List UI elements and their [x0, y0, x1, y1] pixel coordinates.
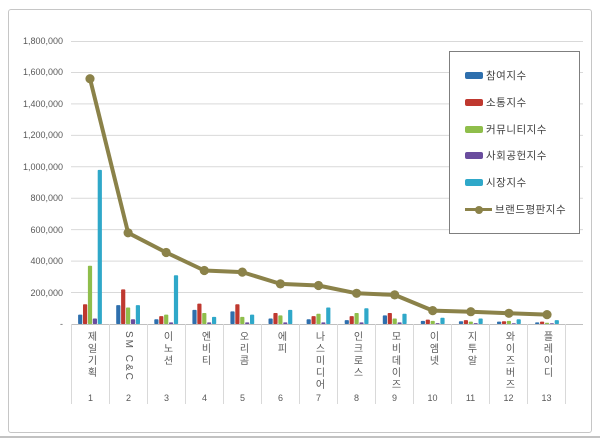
y-axis: - 200,000 400,000 600,000 800,000 1,000,000 1,…: [9, 36, 63, 331]
category-rank: 8: [353, 393, 359, 403]
category-rank: 9: [391, 393, 397, 403]
market-swatch-icon: [465, 179, 483, 187]
category-cell: 나스미디어 7: [299, 324, 337, 404]
category-label: 이엠넷: [427, 331, 438, 367]
category-label: 인크로스: [351, 331, 362, 379]
legend-item-communication: 소통지수: [465, 95, 579, 110]
category-cell: 이엠넷 10: [413, 324, 451, 404]
category-label: 지투알: [465, 331, 476, 367]
category-label: 플레이디: [541, 331, 552, 379]
category-rank: 3: [163, 393, 169, 403]
y-tick-label: 600,000: [30, 224, 63, 235]
legend-item-social: 사회공헌지수: [465, 148, 579, 163]
category-label: 이노션: [161, 331, 172, 367]
participation-swatch-icon: [465, 71, 483, 79]
category-cell: 지투알 11: [451, 324, 489, 404]
plot-area: [71, 41, 583, 326]
y-tick-label: 200,000: [30, 287, 63, 298]
category-label: 와이즈버즈: [503, 331, 514, 391]
category-rank: 10: [427, 393, 438, 403]
category-label: 에피: [275, 331, 286, 355]
y-tick-label: 1,200,000: [22, 130, 63, 141]
category-rank: 6: [277, 393, 283, 403]
category-rank: 11: [465, 393, 476, 403]
legend-item-market: 시장지수: [465, 175, 579, 190]
category-rank: 13: [541, 393, 552, 403]
y-tick-label: 800,000: [30, 193, 63, 204]
category-rank: 12: [503, 393, 514, 403]
category-label: 나스미디어: [313, 331, 324, 391]
category-cell: SM C&C 2: [109, 324, 147, 404]
category-rank: 1: [87, 393, 93, 403]
bar-groups: [78, 169, 559, 325]
y-tick-label: 400,000: [30, 256, 63, 267]
legend-label: 시장지수: [486, 177, 527, 190]
legend-label: 참여지수: [486, 69, 527, 82]
y-tick-label: 1,400,000: [22, 98, 63, 109]
brand-reputation-line-swatch-icon: [465, 205, 492, 215]
category-cell: 와이즈버즈 12: [489, 324, 527, 404]
y-tick-label: 1,000,000: [22, 161, 63, 172]
category-rank: 2: [125, 393, 131, 403]
category-label: 제일기획: [85, 331, 96, 379]
category-label: 오리콤: [237, 331, 248, 367]
category-label: 엔비티: [199, 331, 210, 367]
page-bottom-edge: [0, 436, 600, 438]
legend-label: 사회공헌지수: [486, 150, 547, 163]
category-cell: 오리콤 5: [223, 324, 261, 404]
legend-item-community: 커뮤니티지수: [465, 122, 579, 137]
category-cell: 인크로스 8: [337, 324, 375, 404]
community-swatch-icon: [465, 125, 483, 133]
social-swatch-icon: [465, 152, 483, 160]
category-cell: 이노션 3: [147, 324, 185, 404]
category-rank: 4: [201, 393, 207, 403]
category-label: SM C&C: [123, 331, 134, 382]
communication-swatch-icon: [465, 98, 483, 106]
legend-label: 브랜드평판지수: [495, 204, 567, 217]
y-tick-label: -: [60, 319, 63, 329]
gridlines: [71, 41, 583, 294]
category-rank: 5: [239, 393, 245, 403]
chart-frame: - 200,000 400,000 600,000 800,000 1,000,000 1,…: [8, 9, 592, 433]
x-axis: 제일기획 1 SM C&C 2 이노션 3 엔비티 4 오리콤 5 에피 6 나스미디어 7 인크로스 8 모비…: [71, 324, 566, 404]
brand-reputation-markers: [85, 74, 552, 320]
category-cell: 제일기획 1: [71, 324, 109, 404]
category-label: 모비데이즈: [389, 331, 400, 391]
category-cell: 엔비티 4: [185, 324, 223, 404]
category-cell: 에피 6: [261, 324, 299, 404]
y-tick-label: 1,800,000: [22, 36, 63, 46]
legend-item-participation: 참여지수: [465, 68, 579, 83]
category-cell: 플레이디 13: [527, 324, 566, 404]
legend-label: 커뮤니티지수: [486, 123, 547, 136]
category-rank: 7: [315, 393, 321, 403]
legend-item-brand-reputation: 브랜드평판지수: [465, 202, 579, 217]
legend: 참여지수 소통지수 커뮤니티지수 사회공헌지수 시장지수 브랜드평판지수: [449, 51, 580, 234]
legend-label: 소통지수: [486, 96, 527, 109]
y-tick-label: 1,600,000: [22, 67, 63, 78]
category-cell: 모비데이즈 9: [375, 324, 413, 404]
